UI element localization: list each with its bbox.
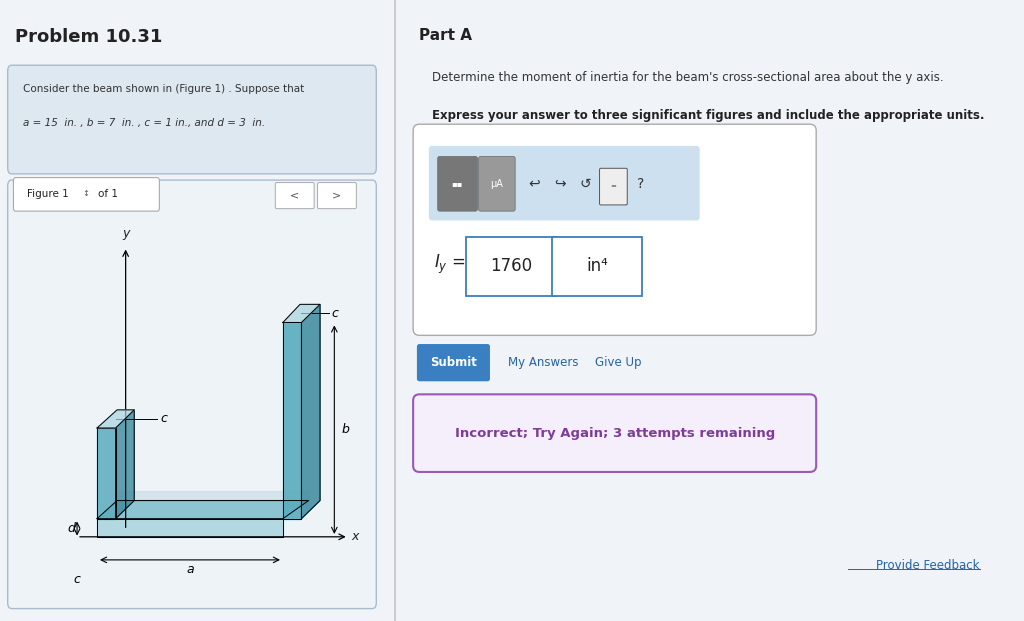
Text: ↪: ↪ <box>554 177 565 191</box>
Text: Determine the moment of inertia for the beam's cross-sectional area about the y : Determine the moment of inertia for the … <box>432 71 944 84</box>
Text: Express your answer to three significant figures and include the appropriate uni: Express your answer to three significant… <box>432 109 984 122</box>
Text: μA: μA <box>490 179 504 189</box>
Text: ▪▪: ▪▪ <box>452 179 463 188</box>
Text: a: a <box>186 563 194 576</box>
Polygon shape <box>117 491 308 501</box>
Text: of 1: of 1 <box>98 189 118 199</box>
Text: Give Up: Give Up <box>595 356 641 369</box>
Text: b: b <box>341 423 349 436</box>
FancyBboxPatch shape <box>478 156 515 211</box>
Text: c: c <box>160 412 167 425</box>
Text: <: < <box>290 191 299 201</box>
Text: a = 15  in. , b = 7  in. , c = 1 in., and d = 3  in.: a = 15 in. , b = 7 in. , c = 1 in., and … <box>23 118 265 128</box>
Text: ↕: ↕ <box>83 189 89 198</box>
Text: Problem 10.31: Problem 10.31 <box>15 28 163 46</box>
Text: Provide Feedback: Provide Feedback <box>877 559 980 571</box>
Text: in⁴: in⁴ <box>586 258 608 275</box>
FancyBboxPatch shape <box>599 168 628 205</box>
Text: d: d <box>67 522 75 535</box>
Text: Figure 1: Figure 1 <box>27 189 69 199</box>
Text: Part A: Part A <box>420 28 472 43</box>
Polygon shape <box>301 304 321 519</box>
Text: y: y <box>122 227 129 240</box>
FancyBboxPatch shape <box>417 344 489 381</box>
Polygon shape <box>97 519 283 537</box>
FancyBboxPatch shape <box>13 178 160 211</box>
FancyBboxPatch shape <box>275 183 314 209</box>
Text: >: > <box>332 191 341 201</box>
Text: ?: ? <box>638 177 645 191</box>
Text: My Answers: My Answers <box>508 356 579 369</box>
FancyBboxPatch shape <box>413 124 816 335</box>
Text: ↩: ↩ <box>528 177 540 191</box>
Text: c: c <box>74 573 81 586</box>
Polygon shape <box>116 410 134 519</box>
Text: ↺: ↺ <box>580 177 591 191</box>
FancyBboxPatch shape <box>466 237 556 296</box>
Polygon shape <box>283 322 301 519</box>
Text: =: = <box>610 183 616 189</box>
FancyBboxPatch shape <box>413 394 816 472</box>
FancyBboxPatch shape <box>437 156 477 211</box>
Text: c: c <box>332 307 338 320</box>
Text: 1760: 1760 <box>489 258 531 275</box>
FancyBboxPatch shape <box>7 65 377 174</box>
Text: Consider the beam shown in (Figure 1) . Suppose that: Consider the beam shown in (Figure 1) . … <box>23 84 304 94</box>
FancyBboxPatch shape <box>317 183 356 209</box>
Polygon shape <box>97 428 116 519</box>
Text: Incorrect; Try Again; 3 attempts remaining: Incorrect; Try Again; 3 attempts remaini… <box>455 427 775 440</box>
Polygon shape <box>283 304 321 322</box>
Text: Submit: Submit <box>430 356 477 369</box>
Polygon shape <box>97 501 308 519</box>
Polygon shape <box>97 410 134 428</box>
Text: x: x <box>351 530 358 543</box>
Text: $I_y$ =: $I_y$ = <box>434 252 466 276</box>
FancyBboxPatch shape <box>552 237 642 296</box>
FancyBboxPatch shape <box>7 180 377 609</box>
FancyBboxPatch shape <box>429 146 699 220</box>
